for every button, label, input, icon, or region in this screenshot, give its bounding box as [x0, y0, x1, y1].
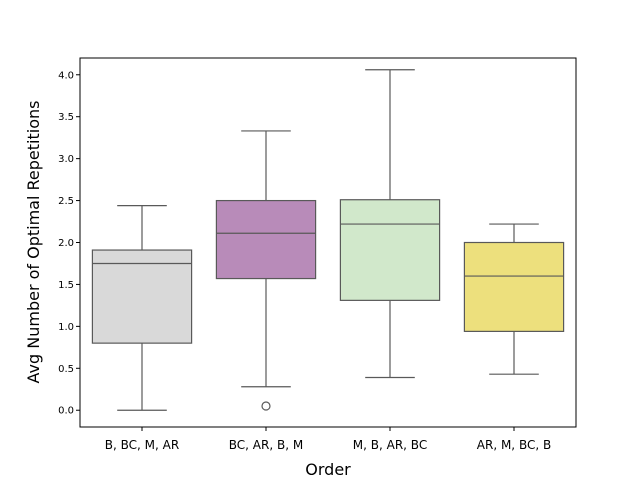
y-axis: 0.0 0.5 1.0 1.5 2.0 2.5 3.0 3.5 4.0: [58, 70, 80, 417]
y-tick-label: 3.0: [58, 154, 74, 165]
iqr-box: [215, 199, 317, 280]
y-axis-title: Avg Number of Optimal Repetitions: [24, 101, 43, 384]
box-4: [463, 223, 565, 375]
box-1: [91, 205, 193, 411]
y-tick-label: 0.0: [58, 406, 74, 417]
y-tick-label: 3.5: [58, 112, 74, 123]
y-tick-label: 2.0: [58, 238, 74, 249]
y-tick-label: 1.0: [58, 322, 74, 333]
y-tick-label: 1.5: [58, 280, 74, 291]
x-tick-label: AR, M, BC, B: [477, 438, 551, 452]
x-tick-label: M, B, AR, BC: [353, 438, 427, 452]
y-tick-label: 4.0: [58, 70, 74, 81]
x-axis-title: Order: [305, 460, 351, 479]
iqr-box: [339, 199, 441, 301]
iqr-box: [463, 241, 565, 332]
box-3: [339, 69, 441, 379]
outlier-point: [261, 401, 271, 411]
y-tick-label: 0.5: [58, 364, 74, 375]
box-2: [215, 130, 317, 411]
iqr-box: [91, 249, 193, 344]
x-tick-label: BC, AR, B, M: [229, 438, 303, 452]
x-tick-label: B, BC, M, AR: [105, 438, 179, 452]
boxes-group: [91, 69, 565, 411]
y-tick-label: 2.5: [58, 196, 74, 207]
x-axis: B, BC, M, AR BC, AR, B, M M, B, AR, BC AR, …: [105, 427, 551, 452]
